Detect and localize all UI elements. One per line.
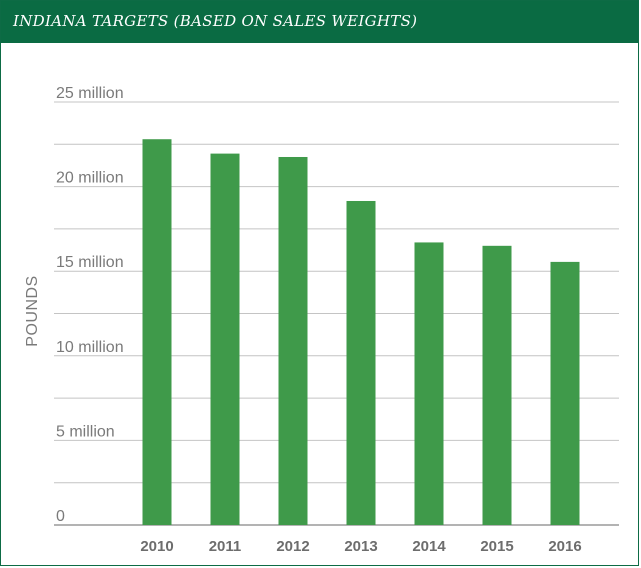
x-tick-label: 2016 [548,538,581,555]
bar-2012 [278,156,308,526]
bars [142,139,580,526]
y-tick-label: 10 million [56,339,124,356]
gridlines [54,101,619,526]
x-tick-label: 2010 [140,538,173,555]
y-axis-title: POUNDS [24,275,41,346]
x-tick-label: 2015 [480,538,513,555]
bar-2015 [482,245,512,525]
chart-title: INDIANA TARGETS (BASED ON SALES WEIGHTS) [13,12,418,30]
x-tick-label: 2012 [276,538,309,555]
bar-2014 [414,242,444,525]
y-tick-label: 25 million [56,85,124,102]
bar-2016 [550,261,580,525]
y-tick-label: 20 million [56,170,124,187]
title-bar: INDIANA TARGETS (BASED ON SALES WEIGHTS) [1,1,638,43]
bar-2011 [210,153,240,525]
y-tick-label: 5 million [56,423,115,440]
x-tick-label: 2014 [412,538,446,555]
y-tick-label: 0 [56,508,65,525]
y-tick-label: 15 million [56,254,124,271]
x-tick-labels: 2010 2011 2012 2013 2014 2015 2016 [140,538,581,555]
bar-2010 [142,139,172,525]
x-tick-label: 2011 [209,538,242,555]
y-tick-labels: 0 5 million 10 million 15 million 20 million… [56,85,124,525]
bar-2013 [346,200,376,525]
x-tick-label: 2013 [344,538,377,555]
